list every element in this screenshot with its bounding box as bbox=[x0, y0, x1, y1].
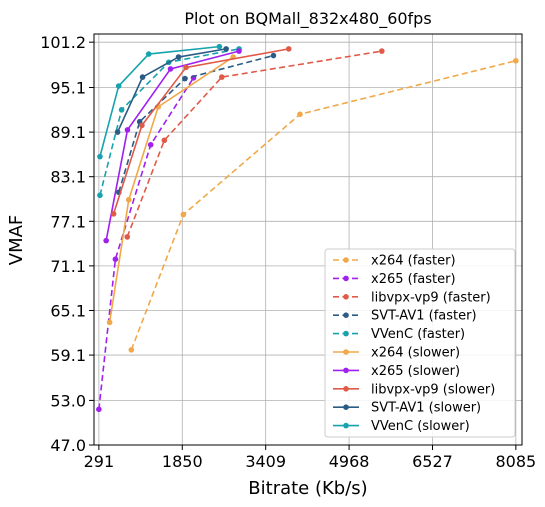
legend-swatch-marker bbox=[343, 312, 349, 319]
data-point bbox=[180, 211, 187, 218]
legend-swatch-marker bbox=[343, 422, 349, 429]
data-point bbox=[115, 83, 122, 89]
legend-label: x264 (faster) bbox=[371, 254, 456, 269]
data-point bbox=[379, 48, 385, 54]
data-point bbox=[139, 122, 145, 129]
y-tick-label: 47.0 bbox=[50, 436, 86, 455]
legend-swatch-marker bbox=[343, 367, 349, 374]
data-point bbox=[139, 74, 146, 80]
ticks: 291 1850 3409 4968 6527 8085 47.0 53.0 59.1 65.1 7… bbox=[40, 33, 536, 471]
legend-label: x265 (faster) bbox=[371, 272, 456, 287]
series-line bbox=[98, 77, 195, 410]
data-point bbox=[147, 141, 154, 148]
x-tick-label: 8085 bbox=[495, 452, 536, 471]
chart-title: Plot on BQMall_832x480_60fps bbox=[184, 9, 431, 29]
data-point bbox=[124, 234, 131, 240]
data-point bbox=[236, 48, 242, 54]
x-tick-label: 291 bbox=[84, 452, 115, 471]
data-point bbox=[513, 57, 519, 64]
y-axis-label: VMAF bbox=[6, 215, 27, 266]
y-tick-label: 95.1 bbox=[50, 79, 86, 98]
legend-swatch-marker bbox=[343, 386, 349, 392]
legend-swatch-marker bbox=[343, 404, 349, 411]
data-point bbox=[285, 46, 292, 52]
legend-label: libvpx-vp9 (faster) bbox=[371, 290, 491, 305]
data-point bbox=[175, 54, 182, 60]
y-tick-label: 71.1 bbox=[50, 257, 86, 276]
legend-swatch-marker bbox=[343, 294, 349, 300]
data-point bbox=[96, 406, 102, 413]
data-point bbox=[161, 137, 168, 144]
legend-label: SVT-AV1 (faster) bbox=[371, 309, 477, 324]
data-point bbox=[216, 43, 223, 50]
legend-swatch-marker bbox=[343, 257, 349, 263]
data-point bbox=[124, 127, 131, 133]
x-tick-label: 1850 bbox=[162, 452, 203, 471]
series-svt-av1-slower bbox=[114, 46, 229, 135]
data-point bbox=[97, 153, 103, 160]
series-line bbox=[99, 45, 220, 157]
series-line bbox=[118, 54, 274, 193]
legend: x264 (faster) x265 (faster) libvpx-vp9 (fa… bbox=[324, 248, 516, 438]
data-point bbox=[223, 46, 229, 52]
x-axis-label: Bitrate (Kb/s) bbox=[248, 478, 367, 499]
y-tick-label: 65.1 bbox=[50, 301, 86, 320]
series-libvpx-vp9-slower bbox=[110, 46, 292, 217]
data-point bbox=[297, 111, 303, 118]
series-line bbox=[130, 59, 517, 351]
series-line bbox=[108, 56, 234, 323]
y-tick-label: 53.0 bbox=[50, 391, 86, 410]
data-point bbox=[128, 347, 135, 353]
data-point bbox=[112, 256, 119, 262]
data-point bbox=[167, 66, 174, 72]
data-point bbox=[125, 196, 132, 203]
legend-swatch-marker bbox=[343, 349, 349, 355]
data-point bbox=[145, 51, 152, 57]
series-layer bbox=[96, 43, 519, 413]
data-point bbox=[118, 107, 125, 113]
legend-label: x265 (slower) bbox=[371, 364, 460, 379]
series-x264-faster bbox=[128, 57, 519, 353]
plot-frame bbox=[93, 33, 523, 446]
y-tick-label: 77.1 bbox=[50, 212, 86, 231]
legend-label: x264 (slower) bbox=[371, 346, 460, 361]
y-tick-label: 89.1 bbox=[50, 123, 86, 142]
legend-label: SVT-AV1 (slower) bbox=[371, 401, 481, 416]
series-line bbox=[105, 50, 240, 241]
y-tick-label: 59.1 bbox=[50, 346, 86, 365]
series-line bbox=[99, 48, 240, 196]
data-point bbox=[182, 75, 188, 82]
data-point bbox=[270, 52, 277, 59]
legend-label: VVenC (faster) bbox=[371, 327, 465, 342]
legend-swatch-marker bbox=[343, 275, 349, 282]
data-point bbox=[106, 319, 113, 326]
legend-label: VVenC (slower) bbox=[371, 419, 470, 434]
series-line bbox=[112, 48, 289, 215]
x-tick-label: 3409 bbox=[245, 452, 286, 471]
x-tick-label: 4968 bbox=[329, 452, 370, 471]
series-x265-slower bbox=[103, 48, 242, 244]
legend-label: libvpx-vp9 (slower) bbox=[371, 382, 495, 397]
data-point bbox=[114, 129, 121, 135]
data-point bbox=[183, 64, 189, 71]
data-point bbox=[219, 74, 225, 80]
x-tick-label: 6527 bbox=[412, 452, 453, 471]
legend-swatch-marker bbox=[343, 330, 349, 337]
y-tick-label: 101.2 bbox=[40, 33, 86, 52]
data-point bbox=[103, 237, 109, 244]
series-line bbox=[116, 48, 227, 133]
legend-box bbox=[324, 248, 516, 438]
data-point bbox=[110, 211, 117, 217]
y-tick-label: 83.1 bbox=[50, 168, 86, 187]
series-libvpx-vp9-faster bbox=[124, 48, 385, 240]
series-vvenc-slower bbox=[97, 43, 223, 160]
series-line bbox=[126, 50, 382, 238]
data-point bbox=[97, 192, 103, 199]
